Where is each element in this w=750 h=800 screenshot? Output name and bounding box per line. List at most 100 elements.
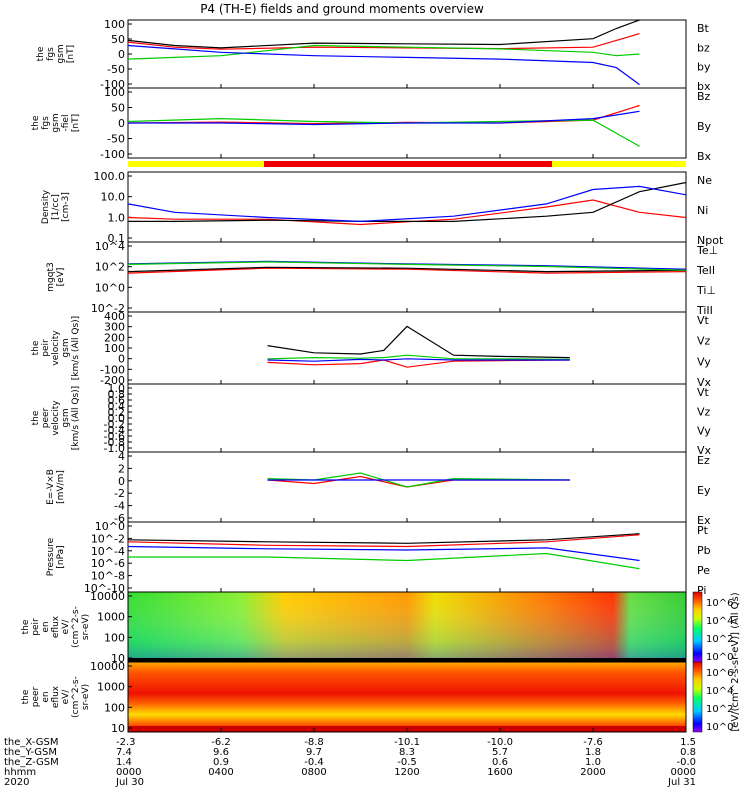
legend-entry: Ne [697, 174, 712, 187]
ephemeris-value: 1200 [394, 767, 419, 778]
panel-temperature: 10^4 10^2 10^0 10^-2 mgqt3 [eV] Te⊥ TeII Ti⊥ TiII [46, 240, 718, 317]
panel-fgs-gse-fiel: 100 50 0 -50 -100 the fgs gsm -fiel [nT] Bz By Bx [31, 86, 712, 163]
ephemeris-value: 0.6 [492, 757, 508, 768]
legend-entry: bx [697, 80, 711, 93]
panel-fgs-gsm: 100 50 0 -50 -100 the fgs gsm [nT] Bt bz by bx [36, 18, 711, 93]
legend-entry: Te⊥ [696, 244, 718, 257]
legend-entry: Vy [697, 425, 711, 438]
legend-entry: by [697, 61, 711, 74]
y-axis-label: [cm-3] [61, 192, 71, 222]
y-tick-label: 100 [104, 631, 125, 644]
series-line-Pe [128, 552, 640, 570]
ephemeris-row-label: the_Y-GSM [4, 747, 57, 758]
series-line-by [127, 44, 640, 60]
ephemeris-value: 0000 [671, 767, 696, 778]
y-tick-label: 0.2 [108, 406, 126, 419]
series-line-Ni [128, 181, 687, 222]
y-tick-label: 10^-6 [91, 557, 125, 570]
y-tick-label: -100 [100, 363, 125, 376]
y-axis-label: the [36, 46, 46, 61]
ephemeris-value: 1.4 [116, 757, 132, 768]
y-axis-label: en [41, 621, 51, 632]
ephemeris-value: -6.2 [211, 737, 231, 748]
panel-frame [127, 241, 687, 313]
y-tick-label: 0.0 [108, 412, 126, 425]
legend-entry: Bz [697, 90, 711, 103]
ephemeris-value: -10.1 [394, 737, 420, 748]
ephemeris-value: -7.6 [583, 737, 603, 748]
y-tick-label: 0 [118, 48, 125, 61]
y-axis-label: en [41, 691, 51, 702]
series-line-bz [127, 33, 640, 50]
series-line-TiII [127, 261, 687, 271]
y-axis-label: peer [41, 407, 51, 428]
colorbar-gradient [692, 661, 703, 733]
y-axis-label: sr-eV) [81, 614, 91, 640]
legend-entry: Vx [697, 444, 712, 457]
y-axis-label: velocity [51, 400, 61, 436]
y-tick-label: -0.4 [104, 424, 125, 437]
y-tick-label: 10^0 [95, 281, 125, 294]
series-line-Vx [267, 358, 570, 362]
y-tick-label: 10^0 [95, 520, 125, 533]
y-tick-label: 10^4 [95, 240, 125, 253]
colorbar-tick-label: 10^0 [706, 722, 733, 733]
panel-peir-en-eflux: 10000 1000 100 10 the peir en eflux eV/(cm^2-s-s… [21, 590, 687, 665]
y-axis-label: Pressure [46, 537, 56, 576]
ephemeris-row-label: the_X-GSM [4, 737, 58, 748]
y-tick-label: 10^-2 [91, 302, 125, 315]
ephemeris-value: -8.8 [304, 737, 324, 748]
series-line-Vy [267, 354, 570, 360]
y-axis-label: eV/ [61, 689, 71, 705]
colorbar-tick-label: 10^2 [706, 634, 733, 645]
y-axis-label: Density [41, 189, 51, 224]
ephemeris-value: 1.8 [585, 747, 601, 758]
y-tick-label: 0.8 [108, 388, 126, 401]
series-line-Bt [127, 19, 640, 49]
colorbar-tick-label: 10^2 [706, 704, 733, 715]
y-tick-label: -1.0 [104, 442, 125, 455]
y-axis-label: fgs [46, 47, 56, 61]
legend-entry: TeII [696, 264, 715, 277]
legend-entry: Vy [697, 355, 711, 368]
y-tick-label: 100 [104, 342, 125, 355]
y-tick-label: 2 [118, 462, 125, 475]
y-tick-label: 10^-10 [84, 582, 125, 595]
y-tick-label: -100 [100, 148, 125, 161]
y-tick-label: -0.8 [104, 436, 125, 449]
y-axis-label: gsm [56, 44, 66, 63]
y-axis-label: fgs [41, 116, 51, 130]
y-tick-label: 0 [118, 475, 125, 488]
y-axis-label: eflux [51, 615, 61, 638]
ephemeris-value: -10.0 [487, 737, 513, 748]
legend-entry: Ey [697, 484, 711, 497]
y-axis-label: the [21, 619, 31, 634]
mode-bar-slow [128, 161, 264, 167]
y-tick-label: -100 [100, 78, 125, 91]
mode-bar-fast [264, 161, 552, 167]
series-line-Pt [127, 533, 640, 544]
ephemeris-value: -0.5 [397, 757, 417, 768]
y-tick-label: 1.0 [108, 382, 126, 395]
panel-efield: 420-2-4-6 E=-V×B [mV/m] Ez Ey Ex [46, 450, 711, 527]
legend-entry: By [697, 120, 712, 133]
y-tick-label: -6 [114, 512, 125, 525]
y-axis-label: sr-eV) [81, 684, 91, 710]
ephemeris-value: 1.0 [585, 757, 601, 768]
y-tick-label: -50 [107, 63, 125, 76]
y-axis-label: gsm [61, 408, 71, 427]
ephemeris-value: -0.4 [304, 757, 324, 768]
ephemeris-row-label: the_Z-GSM [4, 757, 59, 768]
legend-entry: Bt [697, 22, 710, 35]
series-line-Vz [267, 359, 570, 368]
series-line-Pi [127, 545, 640, 562]
legend-entry: Bx [697, 150, 712, 163]
y-axis-label: the [21, 689, 31, 704]
y-tick-label: 100.0 [94, 170, 126, 183]
y-axis-label: the [31, 410, 41, 425]
y-tick-label: 10^-4 [91, 545, 125, 558]
panel-pressure: 10^010^-210^-410^-610^-810^-10 Pressure [n… [46, 520, 711, 597]
chart-title: P4 (TH-E) fields and ground moments over… [200, 2, 484, 16]
legend-entry: Ni [697, 204, 708, 217]
